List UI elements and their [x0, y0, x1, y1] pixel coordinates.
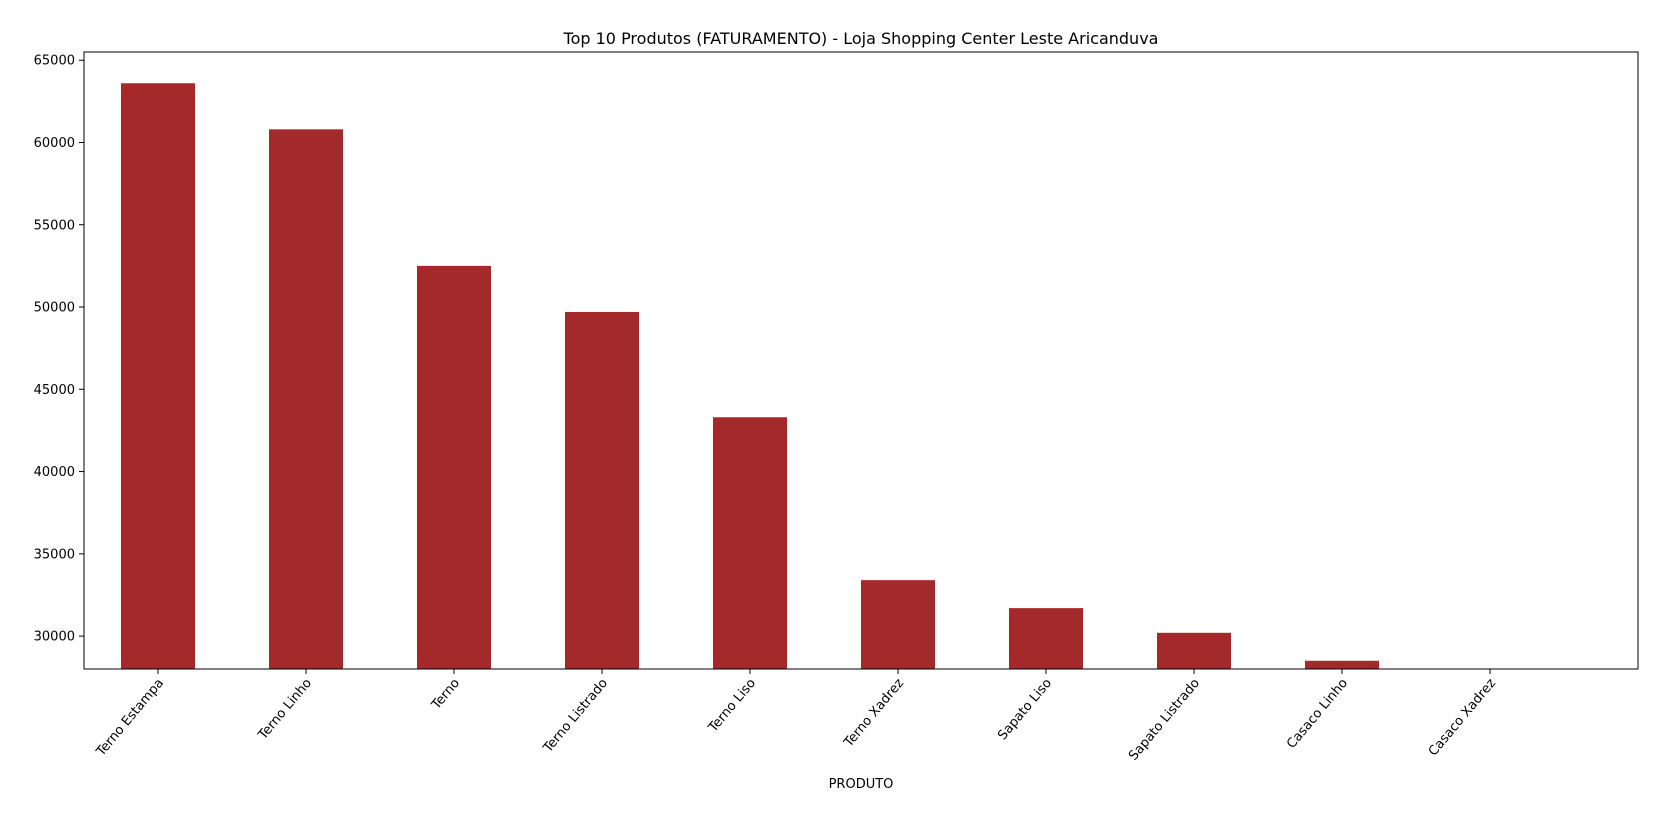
bar-terno: [417, 265, 491, 669]
y-tick-label-60000: 60000: [34, 136, 75, 151]
x-tick-label-terno-listrado: Terno Listrado: [540, 676, 611, 756]
bars-layer: [121, 83, 1379, 669]
chart-title: Top 10 Produtos (FATURAMENTO) - Loja Sho…: [563, 29, 1159, 48]
bar-casaco-linho: [1305, 660, 1379, 669]
plot-frame: [83, 51, 1639, 670]
x-tick-label-casaco-linho: Casaco Linho: [1284, 676, 1351, 752]
x-tick-label-terno-xadrez: Terno Xadrez: [841, 676, 907, 751]
bar-terno-estampa: [121, 83, 195, 669]
x-tick-label-casaco-xadrez: Casaco Xadrez: [1426, 676, 1499, 759]
x-tick-label-terno-linho: Terno Linho: [255, 676, 315, 743]
y-tick-label-65000: 65000: [34, 54, 75, 69]
y-tick-label-35000: 35000: [34, 547, 75, 562]
bar-sapato-listrado: [1157, 632, 1231, 669]
y-tick-label-50000: 50000: [34, 301, 75, 316]
bar-terno-xadrez: [861, 580, 935, 669]
y-tick-label-55000: 55000: [34, 218, 75, 233]
x-tick-label-terno: Terno: [428, 676, 463, 713]
x-axis-label: PRODUTO: [829, 777, 894, 792]
bar-terno-liso: [713, 417, 787, 669]
bar-terno-listrado: [565, 311, 639, 669]
x-tick-label-sapato-listrado: Sapato Listrado: [1126, 676, 1203, 764]
y-tick-label-40000: 40000: [34, 465, 75, 480]
x-tick-label-terno-estampa: Terno Estampa: [93, 676, 167, 760]
y-axis: 30000 35000 40000 45000 50000 55000 60000 65000: [34, 54, 84, 645]
y-tick-label-45000: 45000: [34, 383, 75, 398]
x-tick-label-terno-liso: Terno Liso: [705, 676, 759, 736]
bar-terno-linho: [269, 129, 343, 669]
x-tick-label-sapato-liso: Sapato Liso: [995, 676, 1055, 743]
y-tick-label-30000: 30000: [34, 630, 75, 645]
x-axis: Terno Estampa Terno Linho Terno Terno Listr…: [93, 669, 1499, 764]
bar-sapato-liso: [1009, 608, 1083, 669]
